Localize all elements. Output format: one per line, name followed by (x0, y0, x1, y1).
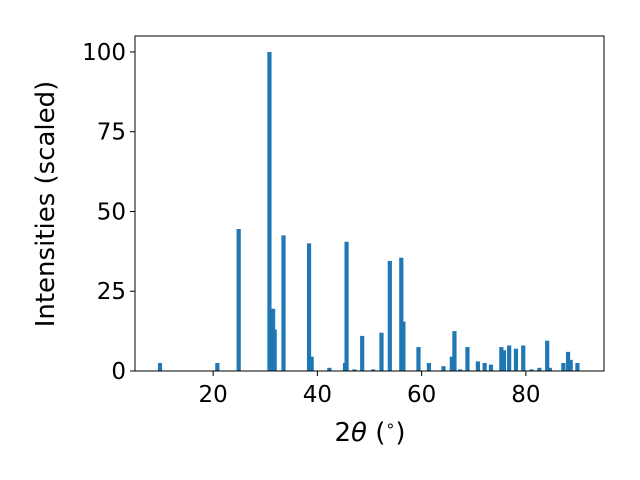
bar (575, 363, 580, 371)
bar (379, 332, 384, 371)
x-tick-label: 20 (199, 382, 228, 408)
y-tick-label: 50 (97, 199, 126, 225)
bar (215, 363, 220, 371)
y-axis-ticks: 0 25 50 75 100 (82, 40, 135, 385)
bar (449, 356, 454, 371)
bars-group (157, 51, 580, 371)
bar (452, 331, 457, 371)
bar (561, 363, 566, 371)
y-tick-label: 75 (97, 120, 126, 146)
bar (401, 321, 406, 371)
bar (416, 347, 421, 371)
bar (521, 345, 526, 371)
bar (360, 335, 365, 371)
y-axis-label: Intensities (scaled) (31, 81, 61, 328)
bar (441, 366, 446, 371)
x-tick-label: 80 (511, 382, 540, 408)
bar (387, 260, 392, 371)
bar (309, 356, 314, 371)
bar (499, 347, 504, 371)
bar (352, 369, 357, 371)
bar (371, 369, 376, 371)
bar (547, 367, 552, 371)
bar (568, 359, 573, 371)
bar (488, 364, 494, 371)
bar (529, 369, 534, 371)
bar (465, 347, 470, 371)
y-tick-label: 25 (97, 279, 126, 305)
bar (344, 241, 349, 371)
plot-frame (134, 35, 605, 372)
bar (537, 367, 542, 371)
bar (482, 363, 487, 371)
bar (565, 351, 571, 371)
bar (236, 229, 241, 371)
x-tick-label: 60 (407, 382, 436, 408)
y-tick-label: 0 (111, 359, 126, 385)
bar (501, 350, 507, 371)
y-tick-label: 100 (82, 40, 126, 66)
bar (272, 329, 277, 371)
bar (475, 361, 480, 371)
x-axis-label: 2θ (∘) (334, 416, 405, 448)
bar (545, 340, 550, 371)
bar (399, 257, 404, 371)
bar (507, 345, 512, 371)
bar (281, 235, 286, 371)
bar (267, 51, 272, 371)
bar (513, 348, 519, 371)
bar (426, 363, 432, 371)
bar (306, 243, 312, 371)
bar (327, 367, 332, 371)
x-axis-ticks: 20 40 60 80 (199, 371, 540, 408)
bar (157, 363, 163, 371)
x-tick-label: 40 (303, 382, 332, 408)
bar (458, 369, 463, 371)
